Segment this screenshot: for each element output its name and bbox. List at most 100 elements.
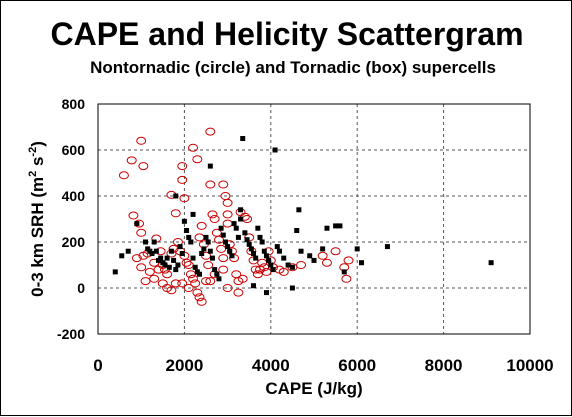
tornadic-point <box>162 262 168 268</box>
tornadic-point <box>201 246 207 252</box>
nontornadic-point <box>194 233 205 242</box>
tornadic-point <box>251 251 257 256</box>
nontornadic-point <box>166 286 177 295</box>
y-axis-label-sup2: -2 <box>27 147 39 157</box>
x-tick-label: 6000 <box>338 356 376 375</box>
nontornadic-point <box>153 265 164 274</box>
nontornadic-point <box>216 244 227 253</box>
tornadic-point <box>175 262 181 268</box>
nontornadic-point <box>203 261 214 269</box>
nontornadic-point <box>188 143 199 152</box>
nontornadic-point <box>250 265 261 274</box>
nontornadic-point <box>192 155 203 164</box>
nontornadic-point <box>209 215 220 223</box>
y-axis-label: 0-3 km SRH (m2 s-2) <box>27 141 47 297</box>
y-axis-ticks: 800 600 400 200 0 -200 <box>57 96 85 342</box>
tornadic-point <box>229 253 235 259</box>
tornadic-point <box>384 244 390 250</box>
tornadic-point <box>173 193 179 199</box>
tornadic-point <box>337 223 343 229</box>
tornadic-point <box>268 262 274 268</box>
data-points <box>112 127 494 306</box>
nontornadic-point <box>205 127 216 136</box>
tornadic-point <box>298 248 304 254</box>
tornadic-point <box>151 239 157 245</box>
tornadic-point <box>225 244 231 250</box>
tornadic-point <box>488 260 494 266</box>
nontornadic-point <box>242 215 253 223</box>
nontornadic-point <box>149 274 160 283</box>
tornadic-point <box>207 163 213 169</box>
y-tick-label: 600 <box>62 142 86 158</box>
chart-subtitle: Nontornadic (circle) and Tornadic (box) … <box>90 58 496 77</box>
nontornadic-point <box>341 274 352 283</box>
nontornadic-point <box>192 288 203 297</box>
nontornadic-point <box>222 219 233 228</box>
nontornadic-point <box>138 162 149 171</box>
tornadic-point <box>227 248 233 254</box>
tornadic-point <box>341 269 347 275</box>
nontornadic-point <box>179 194 190 203</box>
y-tick-label: 0 <box>77 280 85 296</box>
tornadic-point <box>240 136 246 141</box>
nontornadic-point <box>343 256 354 265</box>
nontornadic-point <box>194 293 205 302</box>
y-axis-label-mid: s <box>28 157 47 171</box>
tornadic-point <box>242 230 248 236</box>
tornadic-point <box>177 244 183 250</box>
tornadic-point <box>320 246 326 252</box>
tornadic-point <box>125 248 131 254</box>
plot-area-border <box>97 103 531 335</box>
tornadic-point <box>214 271 220 277</box>
tornadic-point <box>190 211 196 217</box>
y-tick-label: -200 <box>57 326 85 342</box>
nontornadic-point <box>207 210 218 219</box>
nontornadic-point <box>126 156 137 165</box>
tornadic-point <box>173 267 179 273</box>
nontornadic-point <box>317 251 328 260</box>
tornadic-point <box>272 147 278 153</box>
tornadic-point <box>192 264 198 270</box>
tornadic-point <box>255 225 261 231</box>
tornadic-point <box>112 269 118 275</box>
tornadic-point <box>205 239 211 245</box>
tornadic-point <box>212 267 218 273</box>
tornadic-point <box>233 225 239 231</box>
tornadic-point <box>311 257 317 263</box>
tornadic-point <box>235 234 241 240</box>
y-axis-label-prefix: 0-3 km SRH (m <box>28 177 47 297</box>
grid <box>98 104 530 334</box>
nontornadic-point <box>330 247 341 256</box>
tornadic-point <box>199 251 205 256</box>
tornadic-point <box>289 264 295 270</box>
tornadic-point <box>231 221 237 227</box>
tornadic-point <box>220 232 226 238</box>
tornadic-point <box>222 239 228 245</box>
y-tick-label: 200 <box>62 234 86 250</box>
tornadic-point <box>143 239 149 245</box>
tornadic-point <box>184 228 190 233</box>
tornadic-point <box>266 257 272 263</box>
nontornadic-point <box>118 171 129 180</box>
nontornadic-point <box>170 279 181 288</box>
nontornadic-point <box>188 274 199 283</box>
x-tick-label: 4000 <box>252 356 290 375</box>
tornadic-point <box>263 290 269 296</box>
x-tick-label: 8000 <box>425 356 463 375</box>
tornadic-point <box>190 255 196 261</box>
tornadic-point <box>307 253 313 259</box>
nontornadic-point <box>252 270 263 279</box>
nontornadic-point <box>218 254 229 263</box>
tornadic-point <box>188 239 194 245</box>
nontornadic-point <box>144 267 155 276</box>
x-tick-label: 0 <box>93 356 102 375</box>
y-axis-label-suffix: ) <box>28 141 47 147</box>
tornadic-point <box>168 248 174 254</box>
nontornadic-point <box>222 198 233 207</box>
nontornadic-point <box>222 284 233 292</box>
y-axis-label-sup1: 2 <box>27 171 39 177</box>
tornadic-point <box>289 285 295 291</box>
tornadic-point <box>359 260 365 266</box>
nontornadic-point <box>321 258 332 267</box>
